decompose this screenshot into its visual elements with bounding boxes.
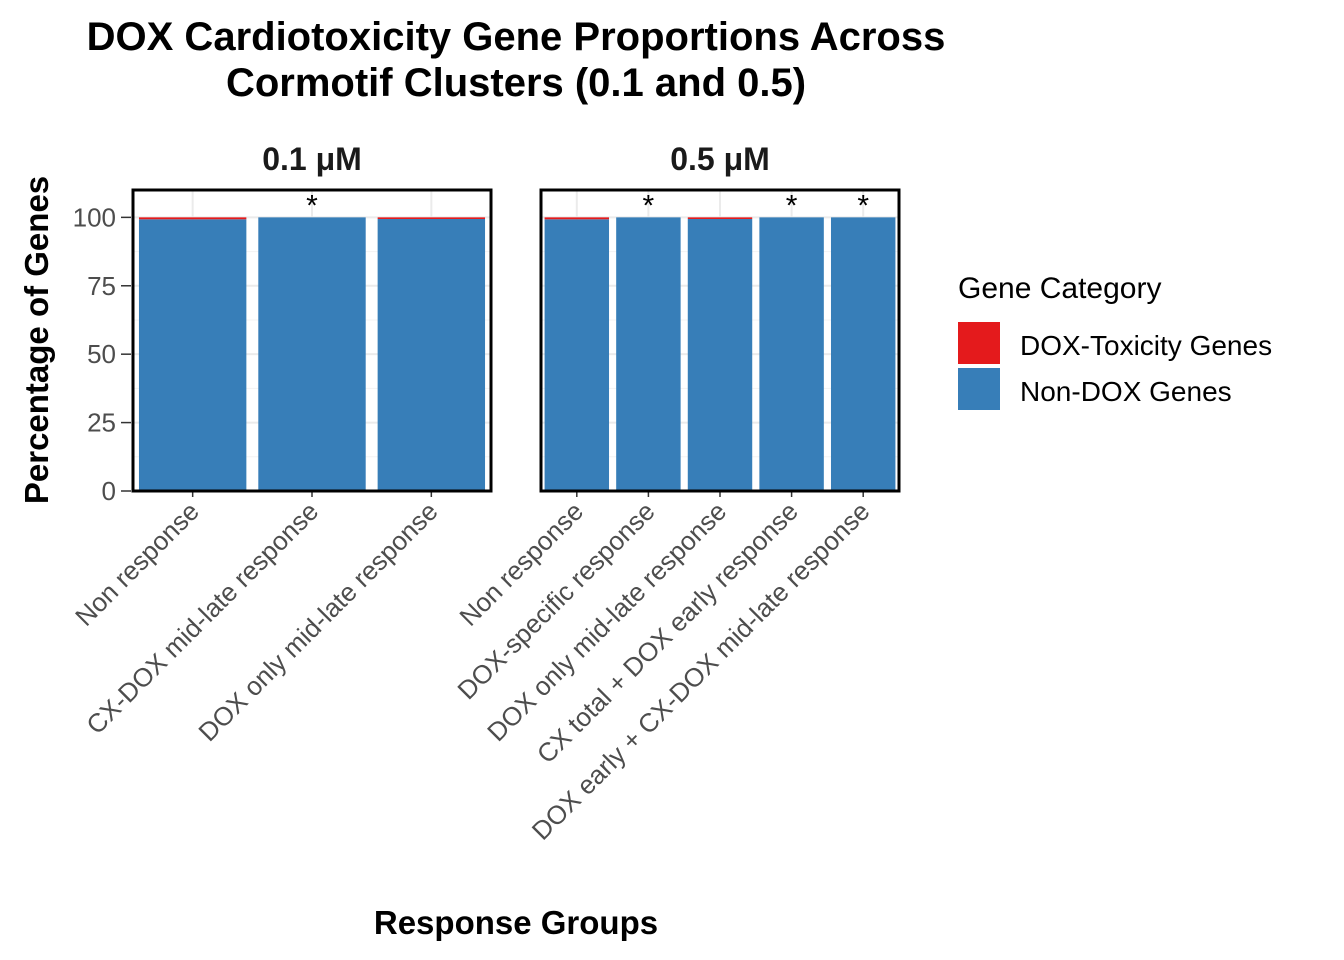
bar-non_dox [687,219,753,492]
y-tick-label: 25 [87,408,116,438]
bar-non_dox [377,219,486,492]
y-tick-labels: 0 25 50 75 100 [73,202,131,506]
bar-non_dox [759,217,824,491]
y-tick-label: 50 [87,339,116,369]
y-axis-title: Percentage of Genes [18,176,55,504]
facet-panel-1: Non response * CX-DOX mid-late responseDOX… [69,141,493,747]
x-axis-title: Response Groups [374,904,658,941]
panel-border [131,188,493,493]
x-tick-label: Non response [69,496,205,632]
x-tick-label: CX-DOX mid-late response [80,496,324,740]
x-tick-label: CX total + DOX early response [531,496,804,769]
bar-non_dox [830,217,896,491]
facet-panels: Non response * CX-DOX mid-late responseDOX… [69,141,901,846]
y-tick-label: 75 [87,271,116,301]
significance-marker: * [643,189,655,222]
bar-dox_tox [138,217,247,220]
bar-dox_tox [377,217,486,220]
bar-non_dox [616,217,681,491]
legend: Gene Category DOX-Toxicity Genes Non-DOX… [958,272,1272,410]
chart-title-line-1: DOX Cardiotoxicity Gene Proportions Acro… [87,15,946,59]
panel-border [539,188,901,493]
bar-non_dox [544,219,610,491]
legend-swatch-dox-toxicity [958,322,1000,364]
significance-marker: * [786,189,798,222]
facet-strip-label: 0.1 μM [262,141,362,177]
y-tick-label: 0 [102,476,116,506]
bar-dox_tox [687,217,753,220]
legend-label-dox-toxicity: DOX-Toxicity Genes [1020,330,1272,361]
chart-title-line-2: Cormotif Clusters (0.1 and 0.5) [226,61,806,105]
legend-title: Gene Category [958,272,1161,305]
legend-label-non-dox: Non-DOX Genes [1020,376,1232,407]
bar-dox_tox [544,217,610,220]
significance-marker: * [306,189,318,222]
y-tick-label: 100 [73,202,116,232]
legend-swatch-non-dox [958,368,1000,410]
facet-strip-label: 0.5 μM [670,141,770,177]
x-tick-label: Non response [453,496,589,632]
bar-non_dox [258,217,366,491]
significance-marker: * [857,189,869,222]
x-tick-label: DOX only mid-late response [192,496,443,747]
bar-non_dox [138,219,247,491]
